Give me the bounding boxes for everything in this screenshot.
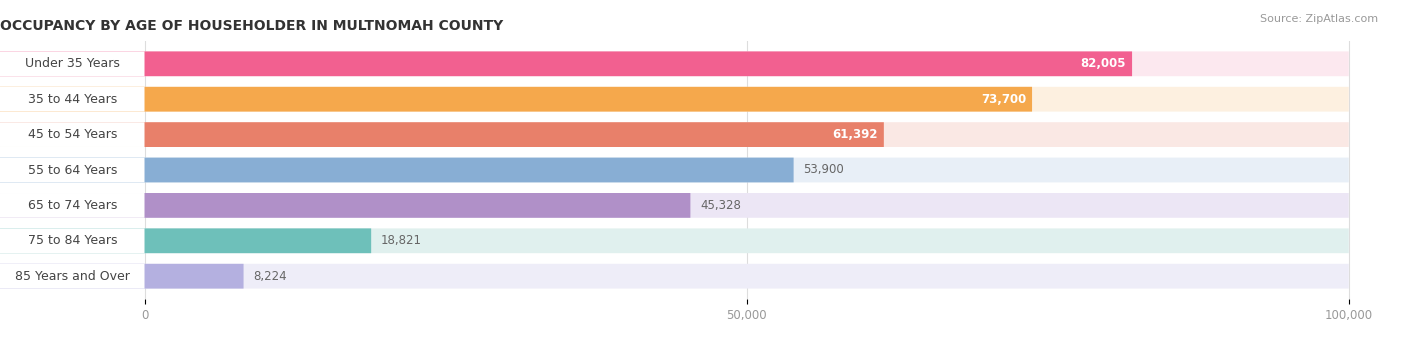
FancyBboxPatch shape xyxy=(0,158,1348,182)
FancyBboxPatch shape xyxy=(0,51,1132,76)
FancyBboxPatch shape xyxy=(0,158,793,182)
FancyBboxPatch shape xyxy=(0,87,145,112)
FancyBboxPatch shape xyxy=(0,193,1348,218)
FancyBboxPatch shape xyxy=(0,228,371,253)
Text: Under 35 Years: Under 35 Years xyxy=(25,57,120,70)
Text: 61,392: 61,392 xyxy=(832,128,877,141)
Text: 85 Years and Over: 85 Years and Over xyxy=(15,270,129,283)
Text: 45,328: 45,328 xyxy=(700,199,741,212)
FancyBboxPatch shape xyxy=(0,51,145,76)
Text: 75 to 84 Years: 75 to 84 Years xyxy=(28,234,117,247)
FancyBboxPatch shape xyxy=(0,87,145,112)
Text: 45 to 54 Years: 45 to 54 Years xyxy=(28,128,117,141)
FancyBboxPatch shape xyxy=(0,122,884,147)
FancyBboxPatch shape xyxy=(0,264,1348,289)
Text: 53,900: 53,900 xyxy=(803,164,844,176)
Text: 55 to 64 Years: 55 to 64 Years xyxy=(28,164,117,176)
FancyBboxPatch shape xyxy=(0,193,690,218)
FancyBboxPatch shape xyxy=(0,122,1348,147)
FancyBboxPatch shape xyxy=(0,87,1032,112)
FancyBboxPatch shape xyxy=(0,193,145,218)
FancyBboxPatch shape xyxy=(0,122,145,147)
Text: 65 to 74 Years: 65 to 74 Years xyxy=(28,199,117,212)
FancyBboxPatch shape xyxy=(0,228,145,253)
FancyBboxPatch shape xyxy=(0,264,243,289)
Text: 35 to 44 Years: 35 to 44 Years xyxy=(28,93,117,106)
Text: 73,700: 73,700 xyxy=(981,93,1026,106)
FancyBboxPatch shape xyxy=(0,51,145,76)
FancyBboxPatch shape xyxy=(0,264,145,289)
Text: 8,224: 8,224 xyxy=(253,270,287,283)
FancyBboxPatch shape xyxy=(0,158,145,182)
FancyBboxPatch shape xyxy=(0,228,1348,253)
Text: Source: ZipAtlas.com: Source: ZipAtlas.com xyxy=(1260,14,1378,23)
Text: 82,005: 82,005 xyxy=(1081,57,1126,70)
FancyBboxPatch shape xyxy=(0,264,145,289)
Text: 18,821: 18,821 xyxy=(381,234,422,247)
FancyBboxPatch shape xyxy=(0,228,145,253)
FancyBboxPatch shape xyxy=(0,193,145,218)
Text: OCCUPANCY BY AGE OF HOUSEHOLDER IN MULTNOMAH COUNTY: OCCUPANCY BY AGE OF HOUSEHOLDER IN MULTN… xyxy=(0,19,503,33)
FancyBboxPatch shape xyxy=(0,122,145,147)
FancyBboxPatch shape xyxy=(0,158,145,182)
FancyBboxPatch shape xyxy=(0,51,1348,76)
FancyBboxPatch shape xyxy=(0,87,1348,112)
